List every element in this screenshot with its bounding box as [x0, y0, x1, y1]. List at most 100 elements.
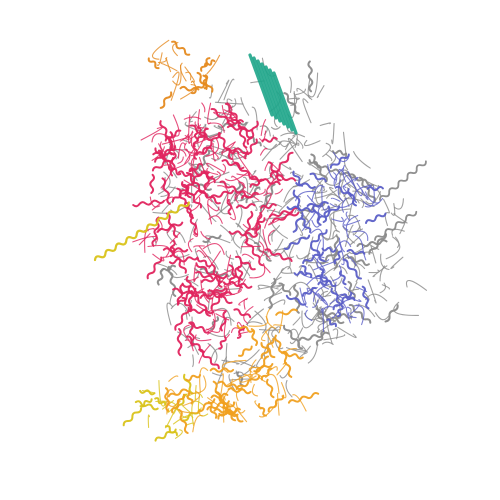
orange-top-loop: [151, 39, 170, 60]
teal-strand: [248, 53, 274, 117]
chain-gray-loops: [152, 57, 428, 398]
yellow-bottom-helix: [154, 397, 167, 406]
gray-helix: [166, 265, 177, 297]
gray-loop: [243, 176, 249, 195]
red-lower-loop: [194, 288, 205, 304]
gray-loop: [191, 176, 198, 204]
red-core-helix: [235, 255, 256, 271]
red-lower-helix: [181, 296, 193, 311]
gray-loop: [342, 191, 350, 207]
red-top-loop: [206, 162, 225, 173]
gray-loop: [279, 162, 292, 170]
chain-blue-domain: [283, 151, 387, 332]
red-top-helix: [196, 126, 207, 140]
gold-bundle-helix: [217, 380, 243, 391]
red-core-loop: [201, 102, 206, 113]
blue-lower-helix: [293, 270, 308, 276]
blue-upper-loop: [331, 216, 344, 222]
gray-right-loop: [385, 236, 401, 260]
red-lower-loop: [206, 327, 221, 333]
gold-bundle-helix: [218, 411, 239, 418]
red-core-loop: [144, 230, 149, 253]
gray-loop: [189, 111, 197, 123]
red-core-helix: [168, 256, 199, 265]
gold-stem-helix: [280, 350, 304, 360]
gray-loop: [213, 125, 226, 132]
gold-stem-loop: [266, 308, 276, 330]
gray-loop: [311, 306, 322, 321]
blue-upper-loop: [353, 184, 372, 204]
gray-loop: [225, 342, 228, 362]
yellow-helix: [93, 201, 190, 262]
red-lower-loop: [194, 334, 212, 342]
red-lower-helix: [189, 308, 215, 315]
gray-loop: [285, 135, 296, 150]
yellow-bottom-loop: [174, 429, 183, 439]
blue-lower-helix: [361, 285, 370, 310]
gold-bundle-helix: [212, 380, 223, 402]
red-core-loop: [170, 114, 180, 137]
gold-stem-helix: [250, 328, 259, 346]
gray-right-loop: [316, 180, 326, 191]
red-core-helix: [275, 174, 297, 182]
gray-helix: [315, 330, 325, 346]
red-top-loop: [184, 130, 194, 138]
gold-bundle-loop: [192, 414, 204, 433]
red-top-loop: [212, 142, 217, 162]
red-core-helix: [210, 108, 235, 126]
gray-loop: [246, 308, 264, 327]
yellow-bottom-helix: [183, 373, 194, 395]
gray-loop: [280, 132, 306, 138]
red-core-loop: [169, 232, 181, 244]
gold-bundle-loop: [182, 390, 200, 407]
red-core-helix: [182, 183, 203, 209]
gold-bundle-helix: [267, 394, 285, 413]
teal-strand: [272, 71, 298, 135]
gold-bundle-loop: [292, 394, 307, 412]
gray-loop: [295, 138, 304, 149]
yellow-bottom-helix: [139, 389, 156, 396]
red-top-loop: [151, 133, 169, 143]
yellow-bottom-loop: [147, 414, 151, 429]
red-top-helix: [164, 129, 182, 142]
gold-stem-helix: [260, 337, 275, 359]
blue-lower-loop: [346, 254, 357, 267]
red-core-helix: [245, 239, 264, 267]
gold-bundle-helix: [164, 387, 170, 412]
red-core-loop: [152, 253, 165, 262]
red-core-helix: [154, 145, 176, 163]
red-core-loop: [224, 171, 249, 182]
red-core-loop: [202, 243, 225, 255]
red-core-loop: [200, 230, 211, 240]
gray-loop: [307, 345, 318, 364]
red-core-helix: [159, 120, 175, 152]
gray-loop: [286, 97, 300, 101]
gray-loop: [292, 316, 301, 326]
gray-helix-right: [379, 160, 427, 201]
gray-loop: [251, 200, 258, 211]
red-top-helix: [177, 170, 194, 178]
blue-upper-loop: [311, 184, 325, 202]
orange-top-loop: [156, 52, 163, 66]
red-core-helix: [264, 248, 293, 262]
gray-loop: [317, 290, 329, 304]
gray-helix: [236, 371, 244, 387]
gray-loop: [240, 237, 256, 254]
gray-right-loop: [329, 208, 351, 227]
blue-lower-helix: [341, 293, 356, 301]
blue-upper-helix: [333, 250, 342, 265]
red-core-loop: [198, 245, 213, 264]
gold-stem-loop: [249, 359, 257, 377]
gray-loop: [308, 72, 319, 98]
blue-lower-loop: [345, 306, 352, 324]
gold-stem-helix: [282, 352, 293, 378]
gold-bundle-loop: [222, 359, 247, 374]
gray-right-loop: [393, 301, 420, 316]
gray-right-loop: [390, 256, 404, 270]
gray-loop: [353, 151, 371, 169]
gray-loop: [279, 141, 289, 148]
gray-helix: [307, 60, 314, 93]
red-lower-helix: [236, 324, 246, 339]
gray-loop: [353, 263, 366, 270]
gray-loop: [254, 310, 267, 334]
